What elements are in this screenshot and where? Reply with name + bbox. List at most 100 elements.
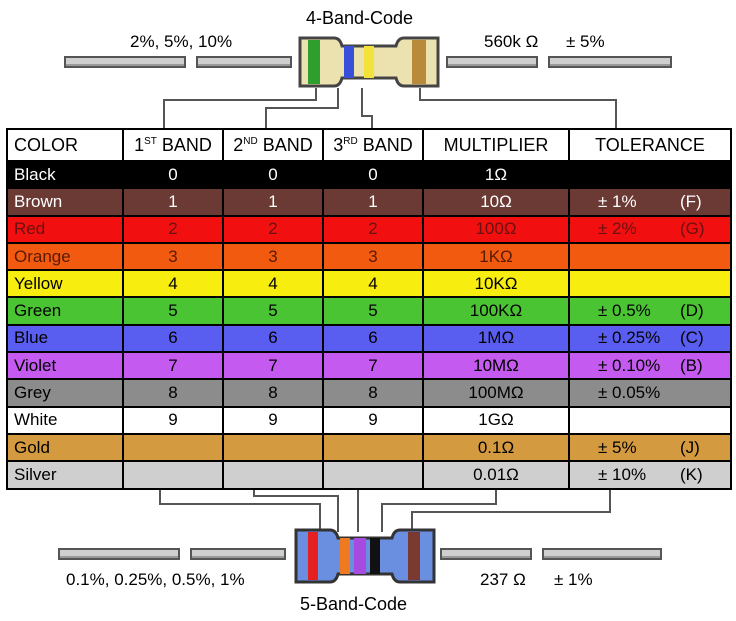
tolerance-cell: ± 10% (K) <box>568 460 732 490</box>
color-name-cell: Silver <box>6 460 124 490</box>
color-name-cell: White <box>6 405 124 435</box>
band-2-cell: 5 <box>222 296 324 326</box>
tolerance-letter-code: (F) <box>680 191 702 211</box>
header-band-2: 2ND BAND <box>222 128 324 162</box>
band-1-cell <box>122 432 224 463</box>
band-3-cell: 2 <box>322 214 424 244</box>
band-1-cell: 0 <box>122 159 224 190</box>
band-1-cell: 5 <box>122 296 224 326</box>
band-1-cell: 9 <box>122 405 224 435</box>
tolerance-value: ± 5% <box>598 437 637 457</box>
color-name-cell: Violet <box>6 351 124 381</box>
tolerance-letter-code: (K) <box>680 464 703 484</box>
band-2-cell: 2 <box>222 214 324 244</box>
bottom-resistor <box>294 528 436 584</box>
color-row-brown: Brown 1 1 1 10Ω ± 1% (F) <box>6 187 732 217</box>
band-3-cell <box>322 460 424 490</box>
color-name-cell: Black <box>6 159 124 190</box>
color-row-grey: Grey 8 8 8 100MΩ ± 0.05% <box>6 378 732 408</box>
header-tolerance: TOLERANCE <box>568 128 732 162</box>
bottom-band-2 <box>340 538 350 574</box>
tolerance-cell <box>568 241 732 272</box>
band-2-cell <box>222 460 324 490</box>
header-row: COLOR 1ST BAND 2ND BAND 3RD BAND MULTIPL… <box>6 128 732 162</box>
tolerance-cell <box>568 269 732 299</box>
color-row-yellow: Yellow 4 4 4 10KΩ <box>6 269 732 299</box>
band-3-cell: 7 <box>322 351 424 381</box>
band-1-cell: 3 <box>122 241 224 272</box>
band-2-cell: 3 <box>222 241 324 272</box>
top-band-3 <box>364 46 374 78</box>
color-name-cell: Red <box>6 214 124 244</box>
multiplier-cell: 10Ω <box>422 187 570 217</box>
tolerance-cell: ± 1% (F) <box>568 187 732 217</box>
bottom-band-1 <box>308 532 318 580</box>
band-2-cell: 0 <box>222 159 324 190</box>
band-2-cell <box>222 432 324 463</box>
multiplier-cell: 1MΩ <box>422 323 570 354</box>
tolerance-cell: ± 0.25% (C) <box>568 323 732 354</box>
band-2-cell: 1 <box>222 187 324 217</box>
multiplier-cell: 10KΩ <box>422 269 570 299</box>
band-1-cell: 1 <box>122 187 224 217</box>
color-name-cell: Green <box>6 296 124 326</box>
top-lead-left-2 <box>196 56 292 68</box>
bottom-lead-right-1 <box>440 548 532 560</box>
top-resistance-value: 560k Ω <box>484 32 539 51</box>
bottom-band-4 <box>370 538 380 574</box>
band-3-cell <box>322 432 424 463</box>
bottom-band-3 <box>354 538 366 574</box>
color-row-green: Green 5 5 5 100KΩ ± 0.5% (D) <box>6 296 732 326</box>
band-3-cell: 9 <box>322 405 424 435</box>
color-name-cell: Gold <box>6 432 124 463</box>
top-band-2 <box>344 46 354 78</box>
tolerance-value: ± 0.10% <box>598 355 661 375</box>
tolerance-cell: ± 0.5% (D) <box>568 296 732 326</box>
tolerance-letter-code: (D) <box>680 301 704 321</box>
top-lead-right-1 <box>446 56 538 68</box>
multiplier-cell: 1GΩ <box>422 405 570 435</box>
band-2-cell: 7 <box>222 351 324 381</box>
tolerance-value: ± 0.5% <box>598 301 651 321</box>
tolerance-cell <box>568 159 732 190</box>
color-name-cell: Orange <box>6 241 124 272</box>
tolerance-value: ± 1% <box>598 191 637 211</box>
band-3-cell: 4 <box>322 269 424 299</box>
band-1-cell: 7 <box>122 351 224 381</box>
bottom-resistance-value: 237 Ω <box>480 570 526 589</box>
tolerance-cell: ± 5% (J) <box>568 432 732 463</box>
color-row-orange: Orange 3 3 3 1KΩ <box>6 241 732 272</box>
top-left-note: 2%, 5%, 10% <box>130 32 233 51</box>
color-name-cell: Grey <box>6 378 124 408</box>
multiplier-cell: 10MΩ <box>422 351 570 381</box>
top-resistor <box>298 36 440 88</box>
band-2-cell: 9 <box>222 405 324 435</box>
band-2-cell: 6 <box>222 323 324 354</box>
color-name-cell: Blue <box>6 323 124 354</box>
multiplier-cell: 1Ω <box>422 159 570 190</box>
tolerance-value: ± 0.05% <box>598 383 661 403</box>
tolerance-letter-code: (C) <box>680 328 704 348</box>
multiplier-cell: 0.01Ω <box>422 460 570 490</box>
band-2-cell: 8 <box>222 378 324 408</box>
color-row-violet: Violet 7 7 7 10MΩ ± 0.10% (B) <box>6 351 732 381</box>
multiplier-cell: 100KΩ <box>422 296 570 326</box>
color-row-blue: Blue 6 6 6 1MΩ ± 0.25% (C) <box>6 323 732 354</box>
bottom-tolerance-value: ± 1% <box>554 570 593 589</box>
multiplier-cell: 100Ω <box>422 214 570 244</box>
top-tolerance-value: ± 5% <box>566 32 605 51</box>
bottom-band-5 <box>408 532 420 580</box>
multiplier-cell: 1KΩ <box>422 241 570 272</box>
tolerance-letter-code: (J) <box>680 437 700 457</box>
band-3-cell: 0 <box>322 159 424 190</box>
color-row-gold: Gold 0.1Ω ± 5% (J) <box>6 432 732 463</box>
band-1-cell: 6 <box>122 323 224 354</box>
band-1-cell <box>122 460 224 490</box>
bottom-lead-left-1 <box>58 548 180 560</box>
color-row-red: Red 2 2 2 100Ω ± 2% (G) <box>6 214 732 244</box>
header-band-1: 1ST BAND <box>122 128 224 162</box>
header-color: COLOR <box>6 128 124 162</box>
top-band-4 <box>412 40 426 84</box>
band-1-cell: 8 <box>122 378 224 408</box>
